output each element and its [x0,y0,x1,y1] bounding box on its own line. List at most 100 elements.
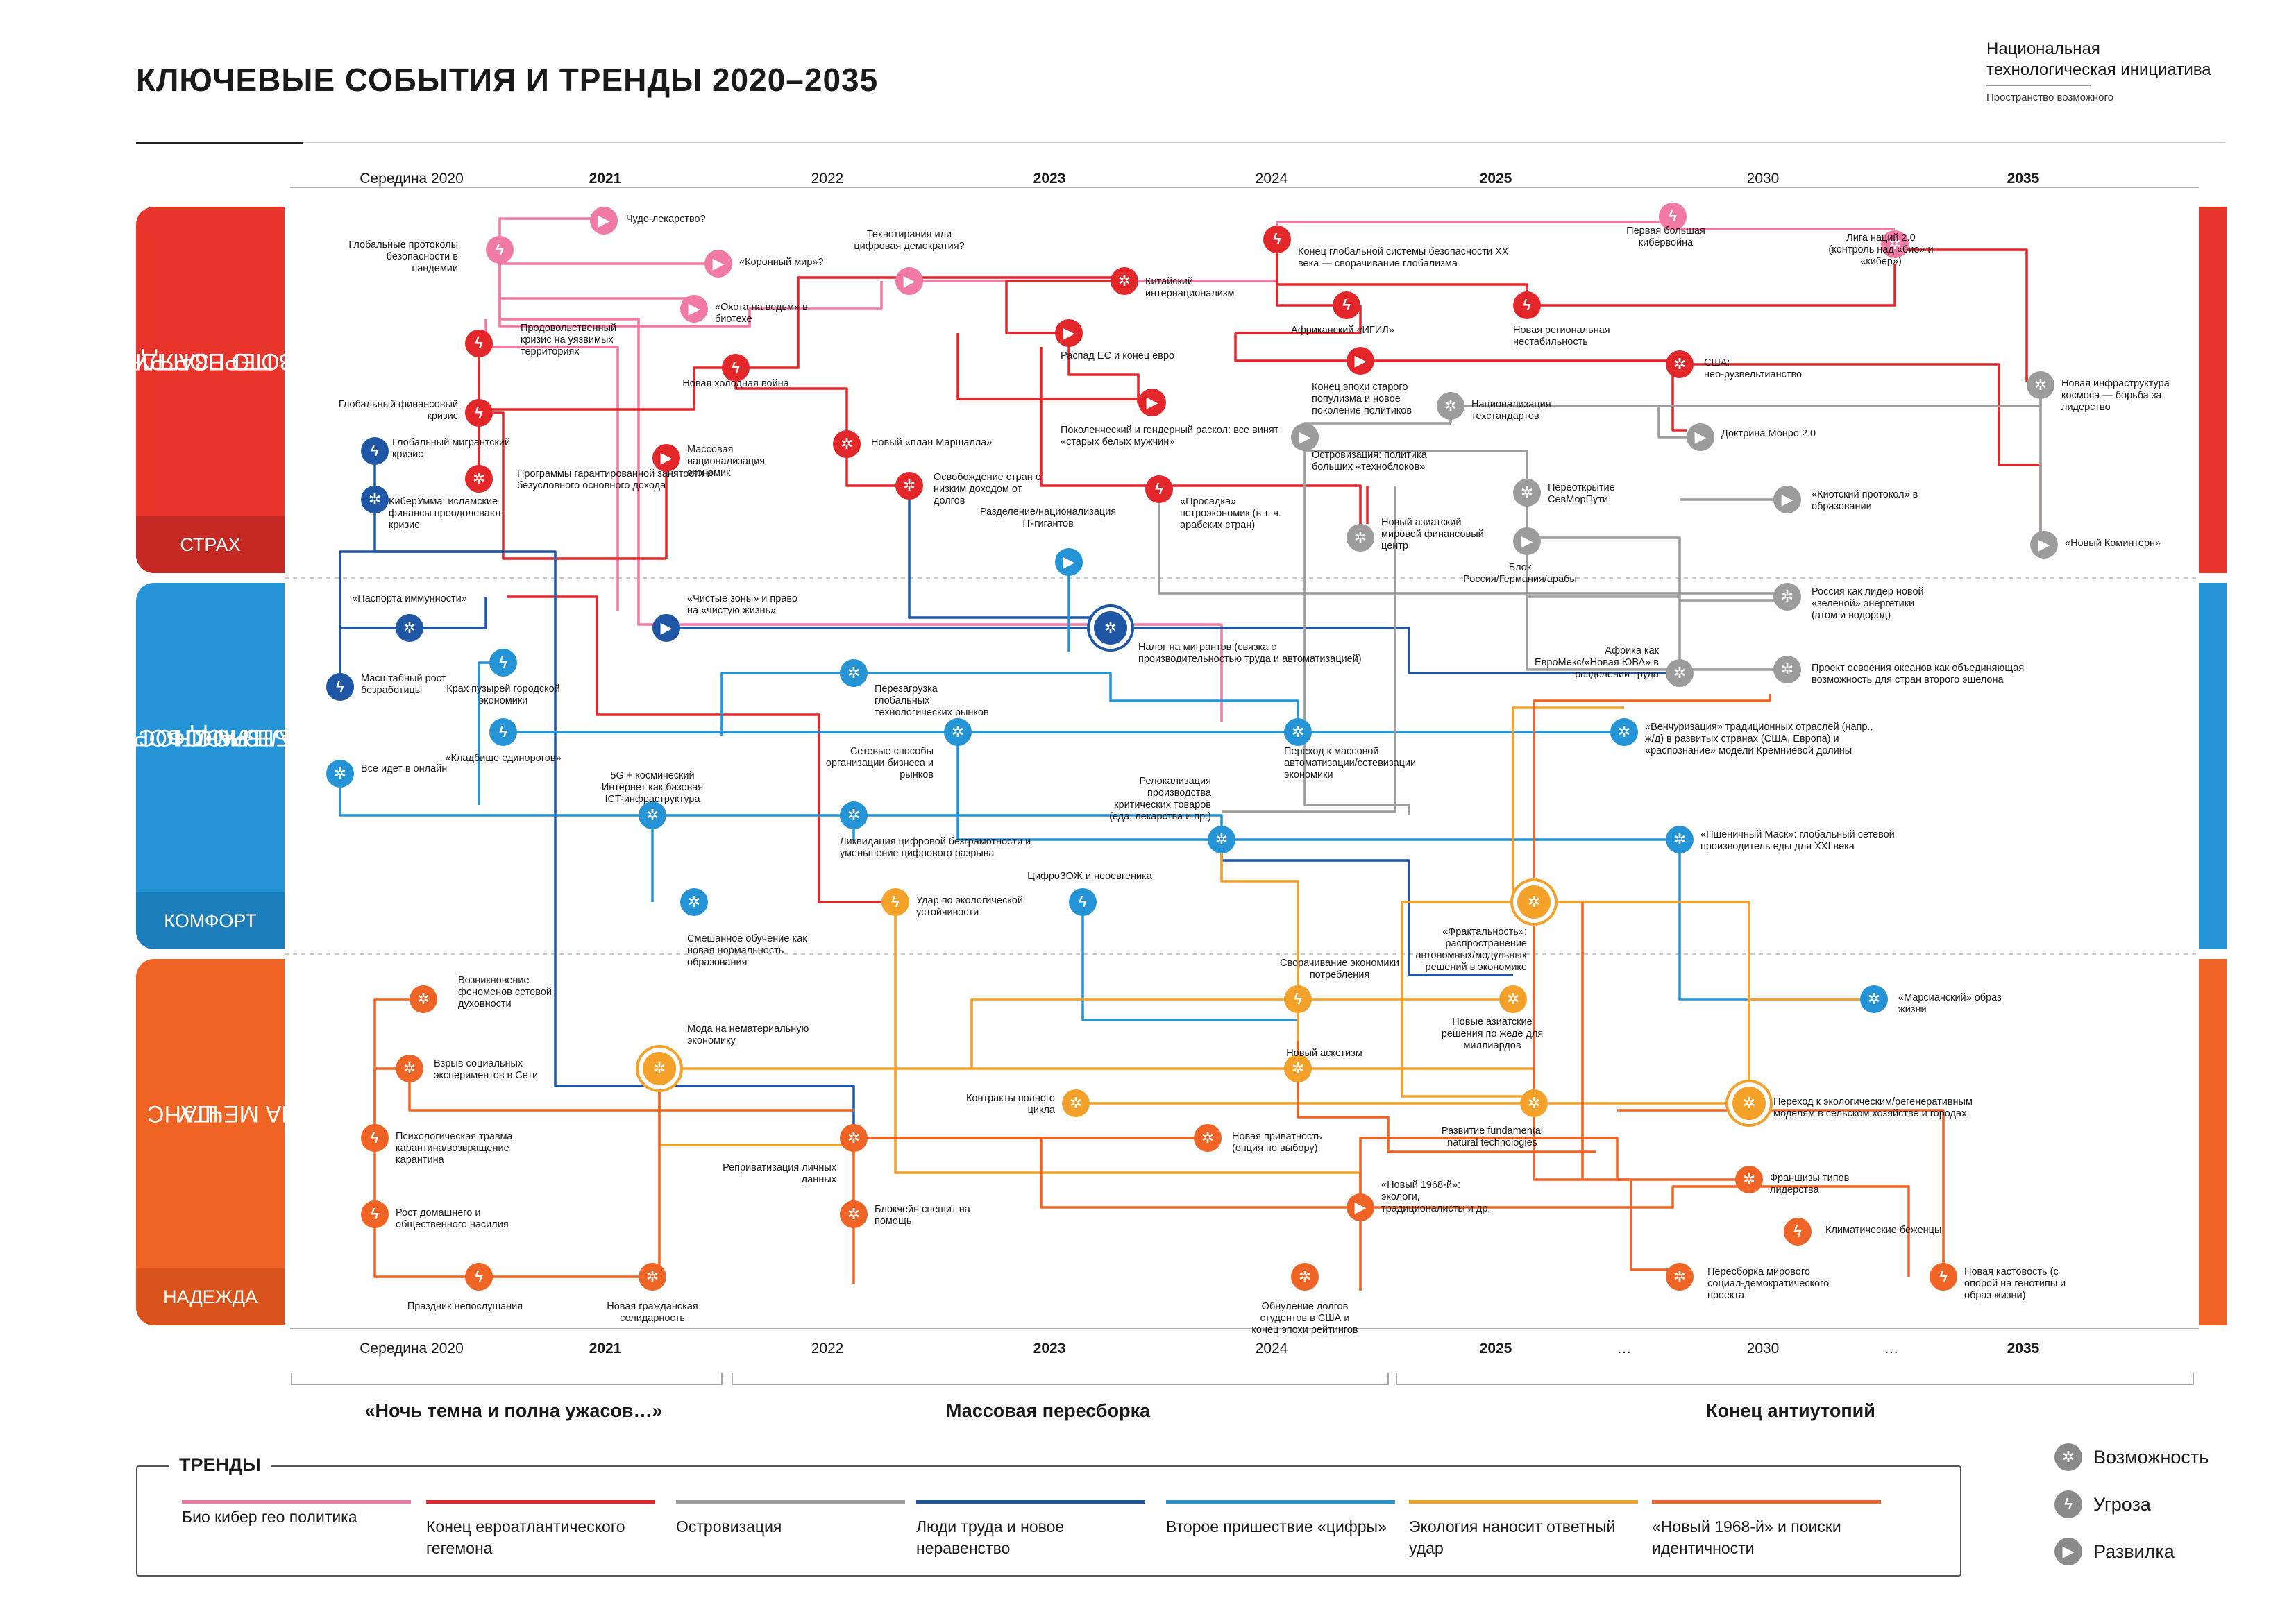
event-label: Новая инфраструктура космоса — борьба за л… [2061,378,2170,413]
event-label: Сетевые способы организации бизнеса и рынк… [825,746,934,781]
link-pink [498,250,883,328]
lightning-icon: ϟ [1333,291,1360,319]
gear-icon: ✲ [639,801,666,829]
link-red [479,366,736,411]
connections [339,216,2042,1291]
gear-icon: ✲ [840,801,868,829]
gear-icon: ✲ [1194,1124,1222,1152]
gear-icon: ✲ [1666,1263,1694,1291]
event-label: Технотирания или цифровая демократия? [854,229,965,252]
trend-name: Конец евроатлантического гегемона [426,1518,625,1557]
lightning-icon: ϟ [486,236,514,264]
event-label: Продовольственный кризис на уязвимых терри… [521,323,617,357]
play-icon: ▶ [652,614,680,642]
event-label: Массовая национализация экономик [687,444,766,479]
link-red [1527,264,1896,307]
kind-item: ▶ Развилка [2054,1538,2175,1565]
lightning-icon: ϟ [1145,475,1173,503]
year-label: 2022 [811,1341,844,1357]
link-blue [854,672,1299,729]
gear-icon: ✲ [1208,826,1235,853]
gear-icon: ✲ [643,1052,676,1085]
trend-item: Конец евроатлантического гегемона [426,1500,655,1559]
gear-icon: ✲ [1111,267,1138,295]
event-label: Рост домашнего и общественного насилия [396,1207,509,1230]
gear-icon: ✲ [1773,583,1801,611]
event-label: Первая большая кибервойна [1626,226,1705,248]
era-bracket [732,1373,1389,1385]
year-label: 2030 [1746,1341,1780,1357]
gear-icon: ✲ [410,985,437,1013]
link-grey [1303,437,1410,815]
lightning-icon: ϟ [361,1200,389,1228]
event-label: Масштабный рост безработицы [361,673,446,696]
link-orange [1533,694,1771,902]
play-icon: ▶ [1055,319,1083,347]
link-blue [956,732,1222,841]
event-label: «Чистые зоны» и право на «чистую жизнь» [687,593,798,616]
play-icon: ▶ [1291,423,1319,451]
link-red [1159,484,1362,534]
play-icon: ▶ [2030,531,2058,559]
gear-icon: ✲ [1666,350,1694,378]
gear-icon: ✲ [361,486,389,513]
gear-icon: ✲ [1062,1089,1090,1117]
band-footer: НАДЕЖДА [136,1268,285,1325]
gear-icon: ✲ [639,1263,666,1291]
link-orange [854,1137,1360,1209]
event-label: «Кладбище единорогов» [445,753,562,764]
band-transform-edge [2199,583,2227,949]
kind-item: ✲ Возможность [2054,1443,2209,1471]
event-label: Взрыв социальных экспериментов в Сети [434,1058,539,1081]
event-label: «Паспорта иммунности» [352,593,467,604]
year-label: 2030 [1746,171,1780,187]
trend-name: Экология наносит ответный удар [1409,1518,1616,1557]
brand-divider [1986,85,2091,86]
lightning-icon: ϟ [2054,1490,2082,1518]
year-label: … [1617,1341,1632,1357]
gear-icon: ✲ [1513,479,1541,507]
link-navy [503,550,855,1138]
band-overload: ПЕРЕЗАГРУЗКАМИРОВОГО ПОРЯДКА СТРАХ [136,207,285,573]
link-blue [720,672,854,736]
event-label: Контракты полного цикла [965,1093,1055,1116]
year-label: 2021 [589,1341,622,1357]
play-icon: ▶ [1687,423,1714,451]
year-label: 2021 [589,171,622,187]
year-label: Середина 2020 [360,171,464,187]
link-orange [1360,1185,1749,1209]
lightning-icon: ϟ [1069,888,1097,916]
link-red [845,444,909,487]
event-label: Психологическая травма карантина/возвраще… [396,1131,513,1166]
trend-item: Второе пришествие «цифры» [1166,1500,1395,1538]
event-label: Чудо-лекарство? [626,214,706,225]
lightning-icon: ϟ [1263,226,1291,253]
trend-name: Био кибер гео политика [182,1508,357,1526]
trend-item: «Новый 1968-й» и поиски идентичности [1652,1500,1881,1559]
brand-subtitle: Пространство возможного [1986,92,2113,103]
title-underline [136,142,303,144]
play-icon: ▶ [652,444,680,472]
era-label: Массовая пересборка [945,1400,1151,1421]
gear-icon: ✲ [1860,985,1888,1013]
lightning-icon: ϟ [1513,291,1541,319]
event-label: «Фрактальность»: распространение автономны… [1415,926,1527,973]
event-label: Проект освоения океанов как объединяющая… [1812,663,2025,686]
link-blue [339,774,854,817]
event-label: Переход к экологическим/регенеративным мо… [1773,1096,1973,1119]
event-label: Климатические беженцы [1825,1225,1942,1236]
play-icon: ▶ [680,295,708,323]
link-yellow [970,998,1513,1069]
year-label: 2023 [1033,171,1066,187]
link-orange [373,1214,652,1278]
gear-icon: ✲ [1499,985,1527,1013]
trend-line-swatch [1409,1500,1638,1504]
event-label: Новый аскетизм [1286,1048,1362,1059]
band-footer: КОМФОРТ [136,892,285,949]
event-label: Африканский «ИГИЛ» [1291,325,1394,336]
event-label: Национализация техстандартов [1471,399,1551,422]
lightning-icon: ϟ [1659,203,1687,230]
trend-item: Островизация [676,1500,905,1538]
event-label: Глобальный финансовый кризис [338,399,458,422]
trend-line-swatch [916,1500,1145,1504]
